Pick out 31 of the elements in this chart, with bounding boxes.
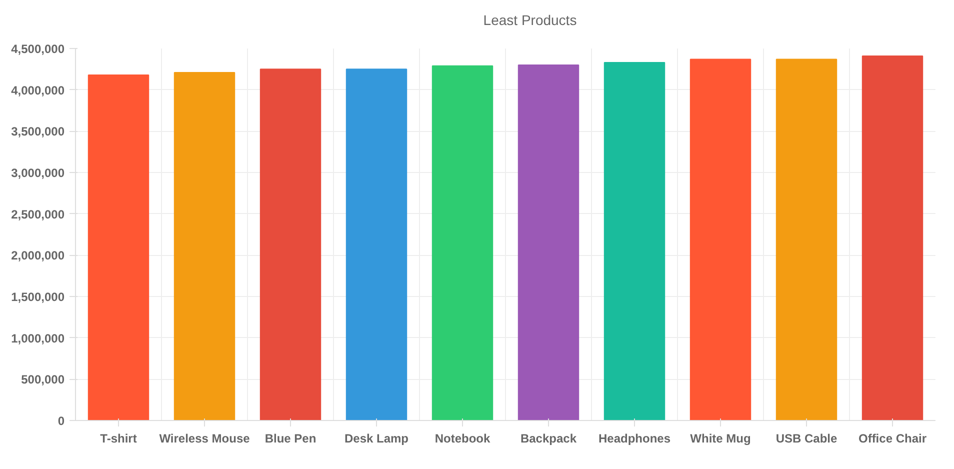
text: Least Products [483, 12, 577, 28]
y-tick-label: 0 [58, 414, 65, 428]
bar [174, 72, 236, 420]
y-tick-label: 1,000,000 [11, 331, 65, 346]
y-tick-label: 3,000,000 [11, 166, 65, 180]
y-tick-label: 4,500,000 [11, 42, 65, 56]
y-tick-label: 2,000,000 [11, 248, 65, 263]
y-tick-label: 2,500,000 [11, 207, 65, 222]
x-tick-label: Blue Pen [264, 432, 316, 446]
bar [518, 64, 580, 420]
x-tick-label: USB Cable [776, 432, 838, 446]
x-tick-label: Notebook [434, 432, 490, 446]
y-tick-label: 4,000,000 [11, 83, 65, 98]
bar [690, 58, 752, 420]
x-tick-label: T-shirt [100, 432, 137, 446]
y-tick-label: 1,500,000 [11, 290, 65, 304]
x-tick-label: Headphones [598, 432, 671, 446]
y-tick-label: 500,000 [21, 372, 65, 387]
bar [346, 68, 408, 420]
y-tick-label: 3,500,000 [11, 124, 65, 139]
bar [604, 62, 666, 420]
bar [776, 58, 838, 420]
x-tick-label: Desk Lamp [344, 432, 409, 446]
bar [432, 65, 494, 420]
x-tick-label: White Mug [690, 432, 751, 446]
x-tick-label: Office Chair [858, 432, 927, 446]
bar [260, 68, 322, 420]
x-tick-label: Backpack [520, 432, 577, 446]
bar [88, 74, 150, 420]
bar [862, 55, 924, 420]
x-tick-label: Wireless Mouse [159, 432, 250, 446]
